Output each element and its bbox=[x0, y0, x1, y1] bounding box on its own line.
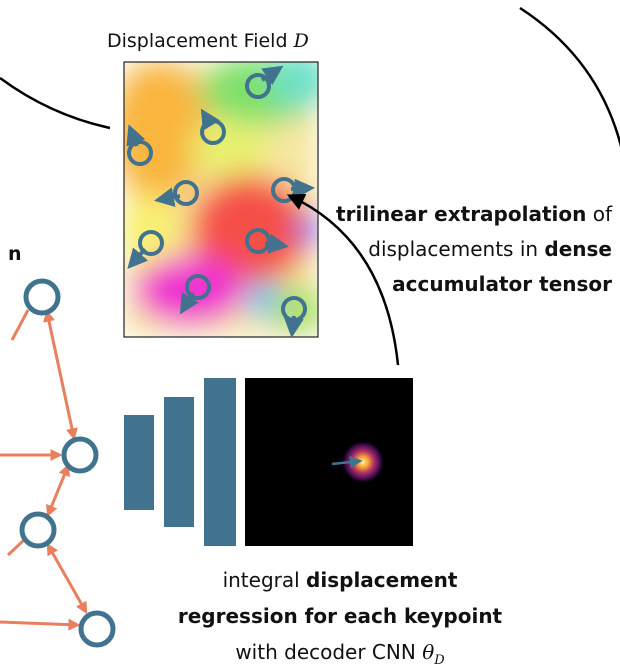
text-run: integral bbox=[223, 568, 306, 592]
text-line: trilinear extrapolation of bbox=[336, 204, 612, 224]
text-run: trilinear extrapolation bbox=[336, 202, 586, 226]
text-line: with decoder CNN θD bbox=[0, 642, 620, 667]
text-line: integral displacement bbox=[0, 570, 620, 590]
decoder-subscript: D bbox=[434, 653, 444, 668]
text-run: displacement bbox=[306, 568, 457, 592]
field-symbol: D bbox=[294, 30, 309, 52]
diagram: Displacement Field D n trilinear extrapo… bbox=[0, 0, 620, 670]
field-label-text: Displacement Field bbox=[107, 30, 294, 52]
text-line: accumulator tensor bbox=[392, 274, 612, 294]
left-fragment: n bbox=[8, 245, 22, 264]
text-run: dense bbox=[544, 237, 612, 261]
keypoint-graph bbox=[0, 281, 113, 645]
text-run: with decoder CNN bbox=[235, 640, 422, 664]
field-label: Displacement Field D bbox=[107, 32, 309, 51]
decoder-cnn bbox=[124, 378, 236, 546]
text-line: regression for each keypoint bbox=[0, 606, 620, 626]
text-run: displacements in bbox=[368, 237, 544, 261]
displacement-field bbox=[110, 50, 330, 337]
decoder-symbol: θ bbox=[422, 640, 434, 664]
text-run: regression for each keypoint bbox=[178, 604, 502, 628]
text-run: accumulator tensor bbox=[392, 272, 612, 296]
heatmap bbox=[245, 378, 413, 546]
text-line: displacements in dense bbox=[368, 239, 612, 259]
text-run: of bbox=[586, 202, 612, 226]
